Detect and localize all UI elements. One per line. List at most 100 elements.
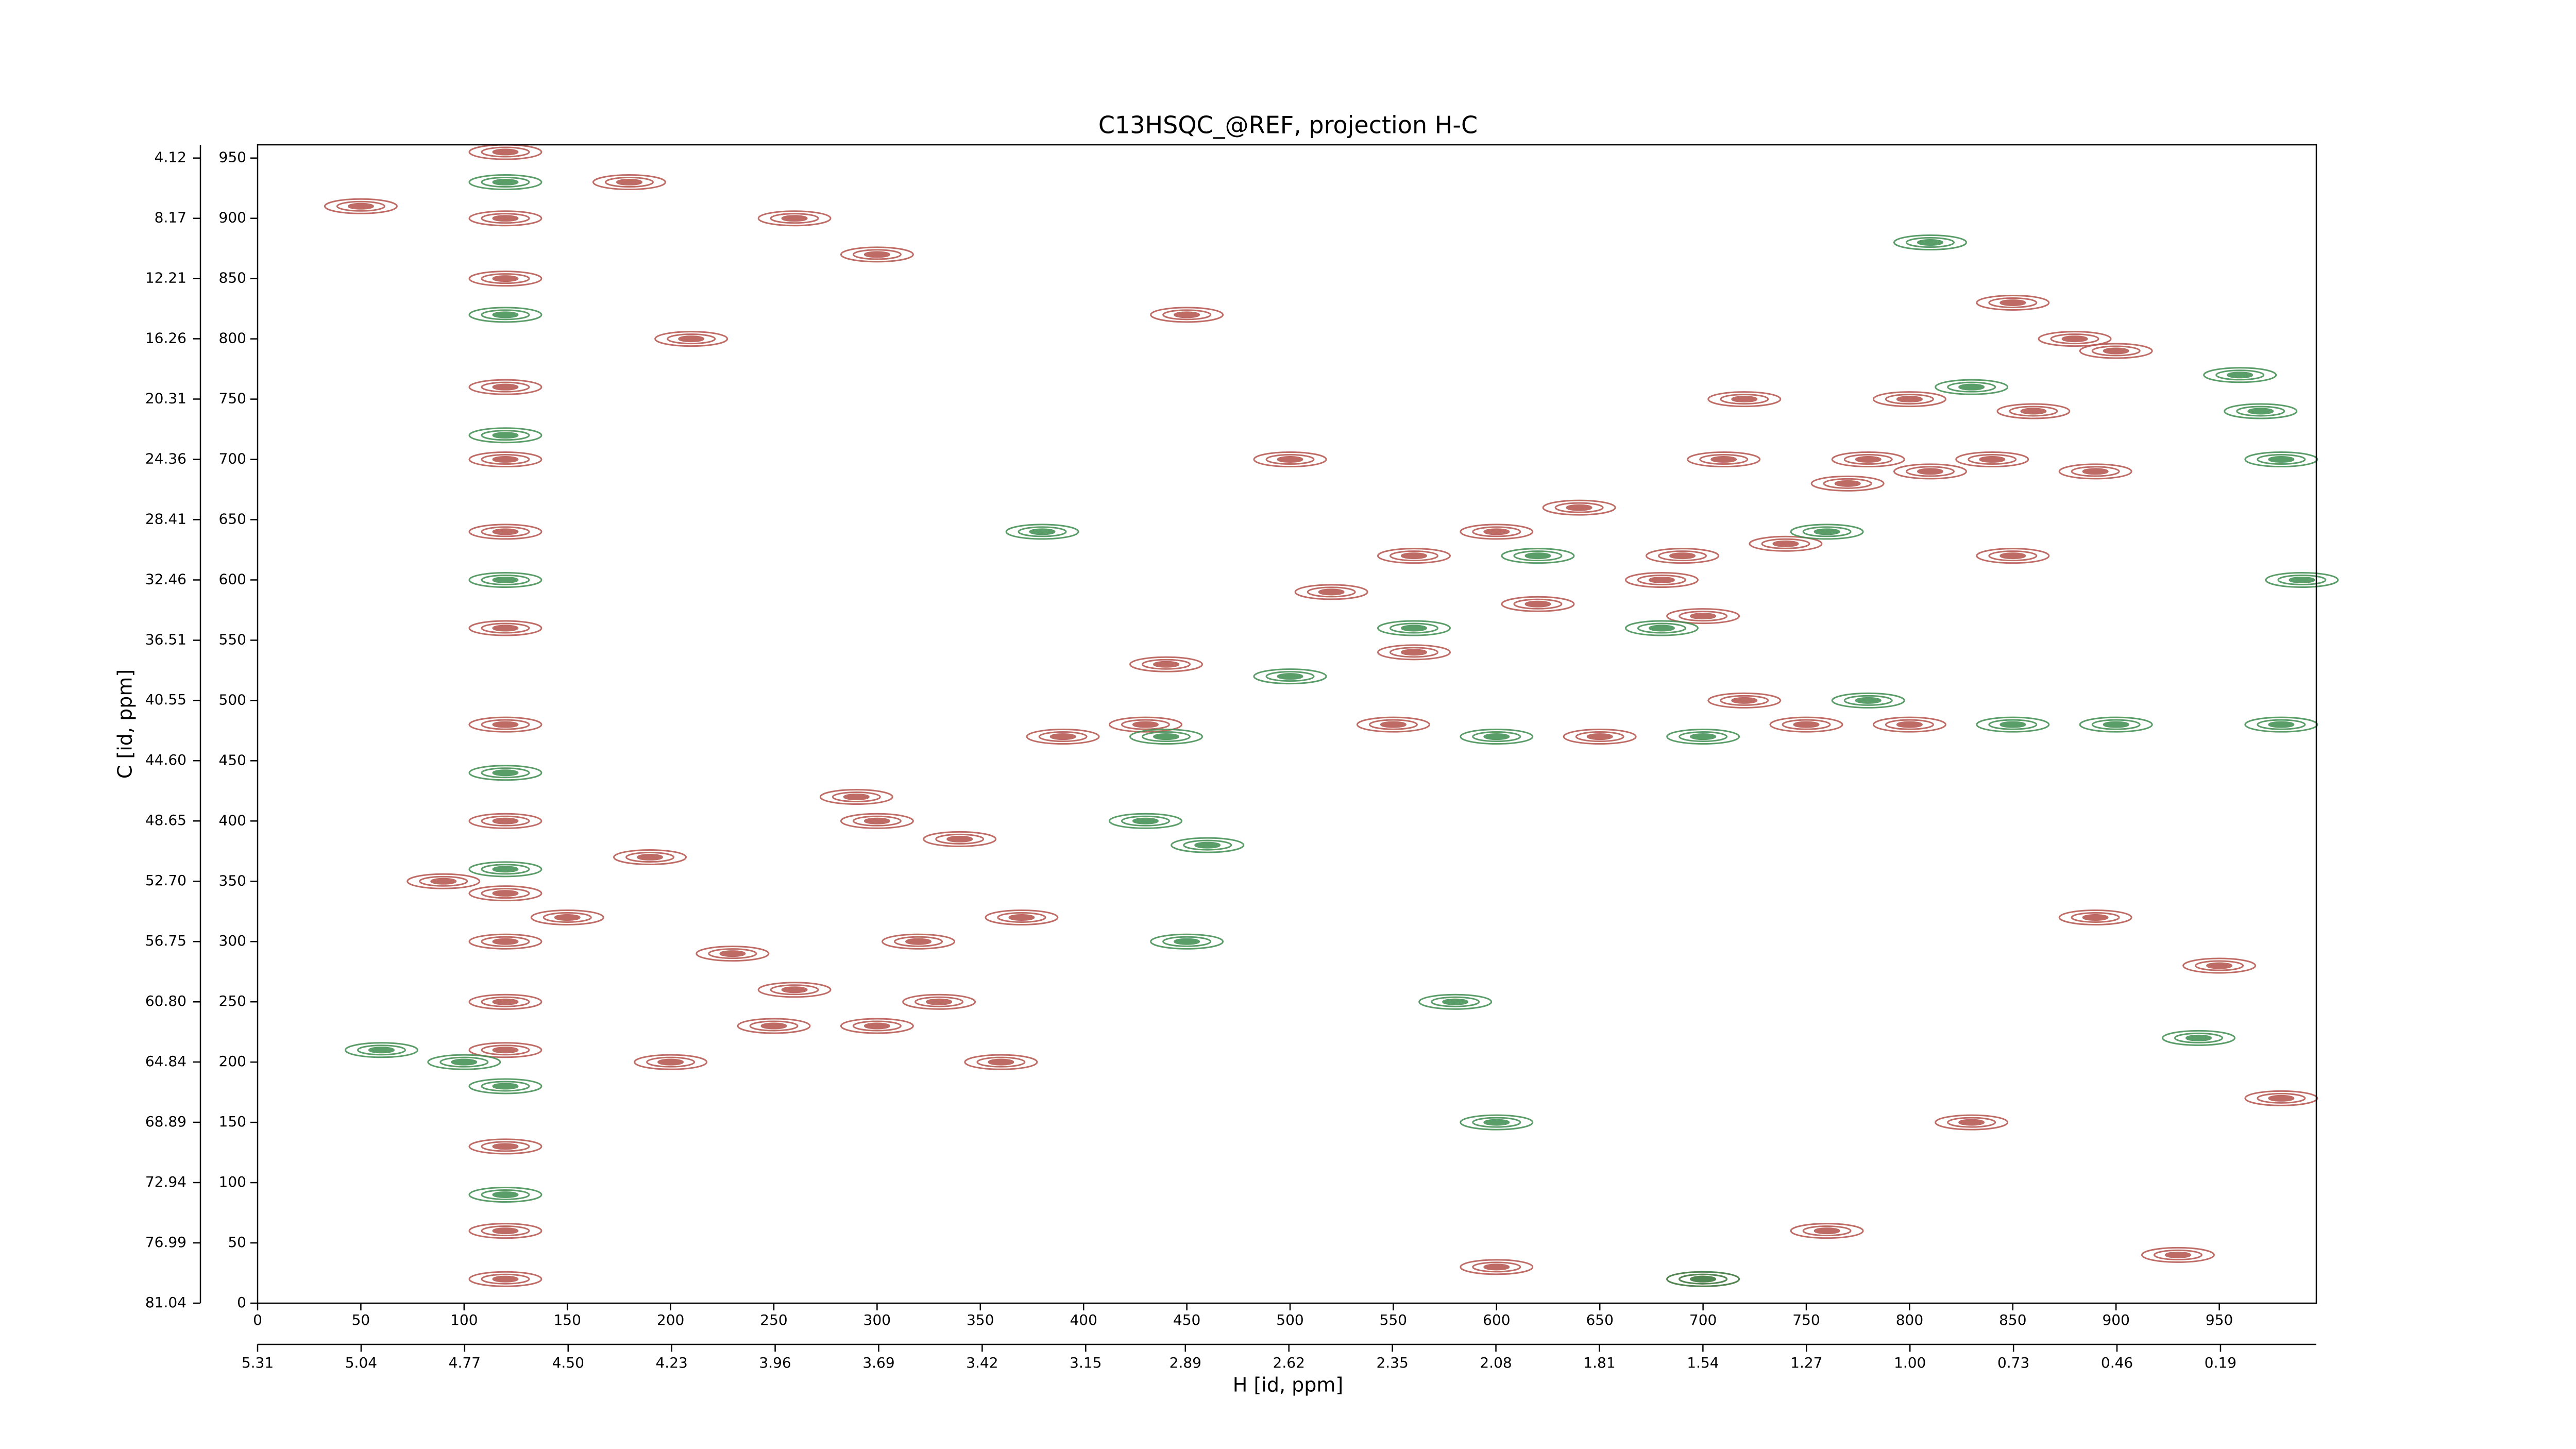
- contour-ring: [819, 789, 893, 805]
- contour-ring: [781, 215, 808, 222]
- contour-ring: [757, 210, 832, 227]
- contour-ring: [1731, 396, 1758, 403]
- contour-ring: [1637, 622, 1686, 634]
- contour-ring: [2182, 957, 2257, 974]
- contour-ring: [1885, 394, 1934, 405]
- y2-tick-label: 12.21: [145, 269, 187, 286]
- contour-ring: [468, 379, 543, 395]
- contour-ring: [468, 174, 543, 191]
- contour-ring: [946, 835, 973, 843]
- contour-ring: [1814, 1227, 1840, 1235]
- x-tick-label: 950: [2206, 1311, 2233, 1328]
- contour-ring: [1377, 620, 1451, 636]
- contour-ring: [1005, 524, 1079, 540]
- x-tick-label: 0: [253, 1311, 262, 1328]
- contour-ring: [1400, 552, 1427, 560]
- x2-tick-label: 0.73: [1997, 1354, 2029, 1371]
- x-tick-label: 450: [1173, 1311, 1200, 1328]
- y-axis-label: C [id, ppm]: [114, 669, 137, 779]
- contour-ring: [1132, 817, 1159, 824]
- contour-ring: [481, 574, 530, 585]
- contour-ring: [2244, 451, 2318, 468]
- contour-ring: [427, 1054, 501, 1070]
- y2-tick-label: 16.26: [145, 329, 187, 346]
- contour-ring: [468, 1042, 543, 1058]
- y-tick-label: 800: [219, 330, 246, 347]
- contour-ring: [1513, 550, 1563, 562]
- contour-ring: [1171, 837, 1245, 853]
- contour-ring: [492, 456, 519, 463]
- contour-ring: [492, 148, 519, 156]
- y2-tick-label: 56.75: [145, 932, 187, 949]
- contour-ring: [1380, 721, 1406, 728]
- contour-ring: [1483, 733, 1510, 740]
- x2-tick-label: 4.77: [449, 1354, 481, 1371]
- contour-ring: [1955, 451, 2029, 468]
- contour-ring: [1542, 499, 1616, 516]
- contour-ring: [926, 998, 953, 1005]
- contour-ring: [613, 849, 687, 865]
- contour-ring: [468, 885, 543, 902]
- contour-ring: [1318, 588, 1345, 596]
- x2-tick-label: 2.35: [1376, 1354, 1408, 1371]
- contour-ring: [1253, 668, 1327, 685]
- contour-ring: [1501, 548, 1575, 564]
- contour-ring: [757, 982, 832, 998]
- x2-tick-label: 1.00: [1894, 1354, 1926, 1371]
- contour-ring: [492, 998, 519, 1005]
- contour-ring: [492, 275, 519, 282]
- contour-ring: [492, 311, 519, 318]
- contour-ring: [1749, 535, 1823, 552]
- contour-ring: [1893, 463, 1967, 480]
- contour-ring: [852, 249, 902, 260]
- y-tick-label: 250: [219, 992, 246, 1009]
- contour-ring: [1483, 1119, 1510, 1126]
- x-tick-label: 300: [863, 1311, 891, 1328]
- contour-ring: [2082, 468, 2109, 475]
- contour-ring: [1460, 729, 1534, 745]
- contour-ring: [832, 791, 881, 803]
- contour-ring: [1307, 586, 1356, 598]
- contour-ring: [1976, 294, 2050, 311]
- contour-ring: [646, 1056, 696, 1068]
- contour-ring: [468, 993, 543, 1010]
- contour-ring: [2153, 1249, 2202, 1260]
- contour-ring: [2224, 403, 2298, 419]
- y2-tick-label: 36.51: [145, 631, 187, 648]
- x-tick-label: 100: [450, 1311, 478, 1328]
- x2-tick-label: 3.15: [1070, 1354, 1101, 1371]
- y2-tick-label: 40.55: [145, 691, 187, 708]
- contour-ring: [843, 794, 870, 801]
- contour-ring: [2227, 372, 2253, 379]
- contour-ring: [2203, 367, 2277, 383]
- contour-ring: [2071, 912, 2120, 923]
- y2-tick-label: 4.12: [155, 149, 187, 166]
- contour-ring: [492, 1143, 519, 1150]
- contour-ring: [1772, 540, 1799, 547]
- contour-ring: [492, 817, 519, 824]
- contour-ring: [1905, 237, 1955, 248]
- contour-ring: [1472, 1117, 1521, 1128]
- x2-tick-label: 1.81: [1583, 1354, 1615, 1371]
- contour-ring: [1277, 456, 1303, 463]
- contour-ring: [1150, 307, 1224, 323]
- contour-ring: [468, 1271, 543, 1287]
- contour-ring: [419, 875, 468, 887]
- contour-ring: [481, 526, 530, 537]
- contour-ring: [708, 948, 757, 959]
- contour-ring: [1038, 731, 1088, 743]
- y2-tick-label: 20.31: [145, 390, 187, 407]
- y-tick-label: 350: [219, 872, 246, 889]
- contour-ring: [1377, 548, 1451, 564]
- x2-tick-label: 0.19: [2205, 1354, 2236, 1371]
- contour-ring: [368, 1047, 395, 1054]
- contour-ring: [1958, 383, 1985, 391]
- contour-ring: [406, 873, 481, 889]
- contour-ring: [863, 817, 890, 824]
- contour-ring: [492, 866, 519, 873]
- contour-ring: [1793, 721, 1820, 728]
- y-tick-label: 400: [219, 812, 246, 829]
- contour-ring: [1586, 733, 1613, 740]
- contour-ring: [468, 813, 543, 829]
- contour-ring: [1648, 576, 1675, 583]
